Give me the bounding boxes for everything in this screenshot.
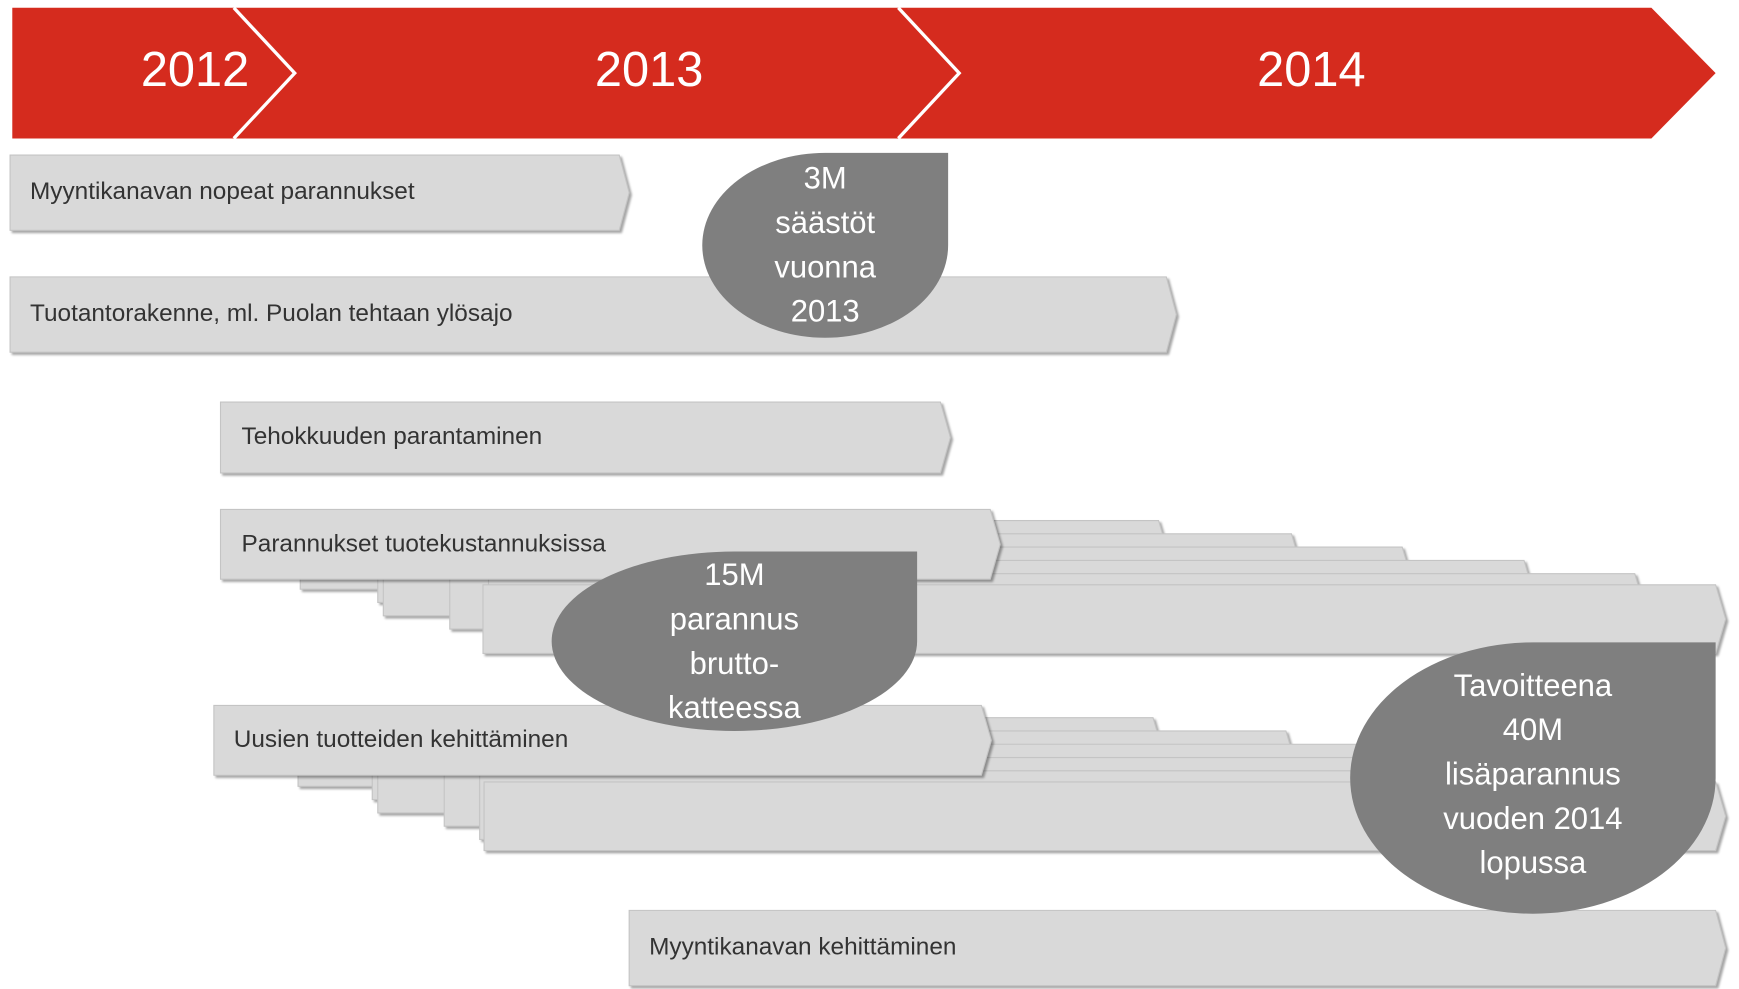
callout-text: vuonna <box>774 249 876 284</box>
chevron <box>897 6 962 140</box>
year-banner: 2012 2013 2014 <box>12 6 1716 140</box>
callout-text: brutto- <box>690 646 780 681</box>
task-label: Parannukset tuotekustannuksissa <box>242 530 607 557</box>
callout-text: parannus <box>670 601 799 636</box>
task-bar <box>219 401 951 474</box>
callout-text: katteessa <box>668 690 801 725</box>
callout-shape <box>702 152 949 338</box>
task-label: Tehokkuuden parantaminen <box>242 423 543 450</box>
callout-text: vuoden 2014 <box>1443 801 1622 836</box>
callout-text: Tavoitteena <box>1454 668 1613 703</box>
callout-text: 3M <box>804 161 847 196</box>
callout-shape <box>1350 642 1716 914</box>
callout-text: 15M <box>704 557 764 592</box>
callout-text: 40M <box>1503 712 1563 747</box>
task-label: Myyntikanavan nopeat parannukset <box>30 178 415 205</box>
task-bars: Myyntikanavan nopeat parannukset Tuotanto… <box>9 154 1727 987</box>
year-label: 2012 <box>141 43 249 97</box>
banner-shape <box>12 7 1716 139</box>
task-label: Myyntikanavan kehittäminen <box>649 933 956 960</box>
year-label: 2013 <box>595 43 703 97</box>
task-bar <box>9 154 630 231</box>
callout-text: lopussa <box>1479 845 1587 880</box>
callouts: 3M säästöt vuonna 2013 15M parannus brutto-kat… <box>551 152 1716 914</box>
callout-text: 2013 <box>791 294 860 329</box>
task-label: Tuotantorakenne, ml. Puolan tehtaan ylös… <box>30 300 513 327</box>
chevron <box>232 6 297 140</box>
callout-text: säästöt <box>775 205 875 240</box>
year-label: 2014 <box>1257 43 1365 97</box>
callout-text: lisäparannus <box>1445 757 1621 792</box>
callout-shape <box>551 551 918 731</box>
task-label: Uusien tuotteiden kehittäminen <box>234 726 568 753</box>
